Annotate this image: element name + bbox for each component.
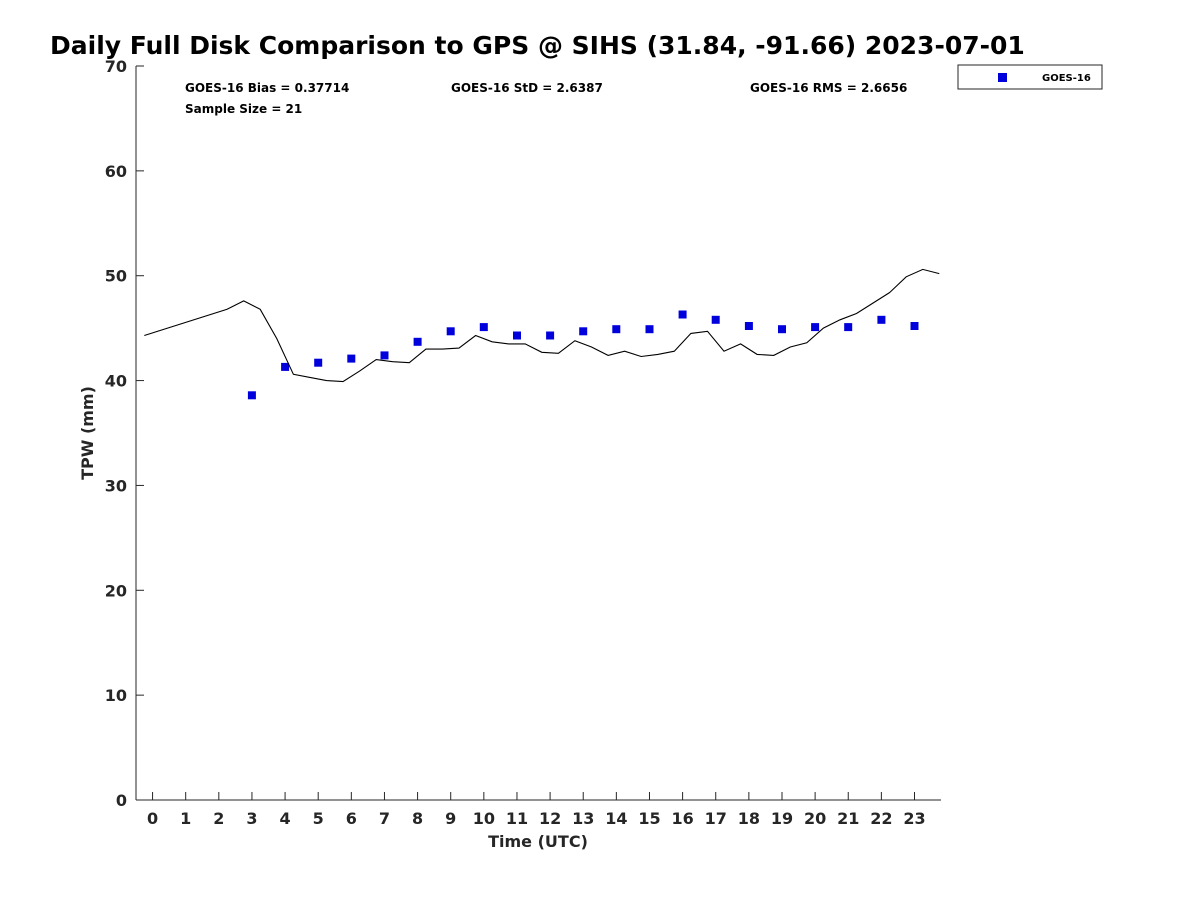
y-tick-label: 20 — [105, 581, 127, 600]
x-tick-label: 21 — [837, 809, 859, 828]
goes16-point — [811, 323, 820, 332]
goes16-point — [546, 331, 555, 340]
x-tick-label: 13 — [572, 809, 594, 828]
goes16-point — [380, 351, 389, 360]
x-tick-label: 20 — [804, 809, 826, 828]
goes16-point — [479, 323, 488, 332]
gps-tpw-line — [144, 268, 940, 383]
legend-marker — [998, 73, 1007, 82]
goes16-point — [910, 322, 919, 330]
x-tick-label: 8 — [412, 809, 423, 828]
x-tick-label: 11 — [506, 809, 528, 828]
std-stat: GOES-16 StD = 2.6387 — [451, 81, 603, 95]
x-tick-label: 7 — [379, 809, 390, 828]
goes16-point — [844, 323, 853, 332]
x-tick-label: 22 — [870, 809, 892, 828]
goes16-point — [612, 325, 621, 334]
x-axis-label: Time (UTC) — [488, 832, 588, 851]
y-tick-label: 0 — [116, 791, 127, 810]
y-tick-label: 50 — [105, 267, 127, 286]
goes16-point — [446, 327, 455, 336]
goes16-point — [347, 354, 356, 363]
y-tick-label: 70 — [105, 57, 127, 76]
goes16-point — [678, 310, 687, 319]
rms-stat: GOES-16 RMS = 2.6656 — [750, 81, 907, 95]
chart-title: Daily Full Disk Comparison to GPS @ SIHS… — [50, 31, 1025, 60]
legend: GOES-16 — [957, 64, 1103, 90]
x-tick-label: 9 — [445, 809, 456, 828]
goes16-point — [413, 337, 422, 346]
x-tick-label: 23 — [903, 809, 925, 828]
x-tick-label: 0 — [147, 809, 158, 828]
x-tick-label: 17 — [705, 809, 727, 828]
x-tick-label: 6 — [346, 809, 357, 828]
x-tick-label: 12 — [539, 809, 561, 828]
sample-size-stat: Sample Size = 21 — [185, 102, 302, 116]
plot-area — [144, 268, 940, 400]
legend-label: GOES-16 — [1042, 73, 1091, 84]
x-tick-label: 1 — [180, 809, 191, 828]
x-tick-label: 4 — [280, 809, 291, 828]
legend-box — [957, 64, 1103, 90]
x-tick-label: 5 — [313, 809, 324, 828]
x-tick-label: 10 — [473, 809, 495, 828]
x-tick-label: 3 — [246, 809, 257, 828]
y-axis-label: TPW (mm) — [78, 386, 97, 480]
y-tick-label: 40 — [105, 372, 127, 391]
y-tick-label: 60 — [105, 162, 127, 181]
bias-stat: GOES-16 Bias = 0.37714 — [185, 81, 349, 95]
goes16-point — [744, 322, 753, 330]
goes16-point — [877, 315, 886, 324]
goes16-point — [281, 362, 290, 371]
x-tick-label: 19 — [771, 809, 793, 828]
x-tick-label: 16 — [671, 809, 693, 828]
y-tick-label: 10 — [105, 686, 127, 705]
x-tick-label: 14 — [605, 809, 627, 828]
x-tick-label: 18 — [738, 809, 760, 828]
goes16-point — [711, 315, 720, 324]
x-tick-label: 15 — [638, 809, 660, 828]
goes16-point — [778, 325, 786, 334]
goes16-point — [314, 358, 323, 367]
goes16-point — [645, 325, 654, 334]
goes16-point — [579, 327, 588, 336]
x-tick-label: 2 — [213, 809, 224, 828]
goes16-point — [513, 331, 521, 340]
y-tick-label: 30 — [105, 476, 127, 495]
goes16-point — [247, 391, 256, 400]
